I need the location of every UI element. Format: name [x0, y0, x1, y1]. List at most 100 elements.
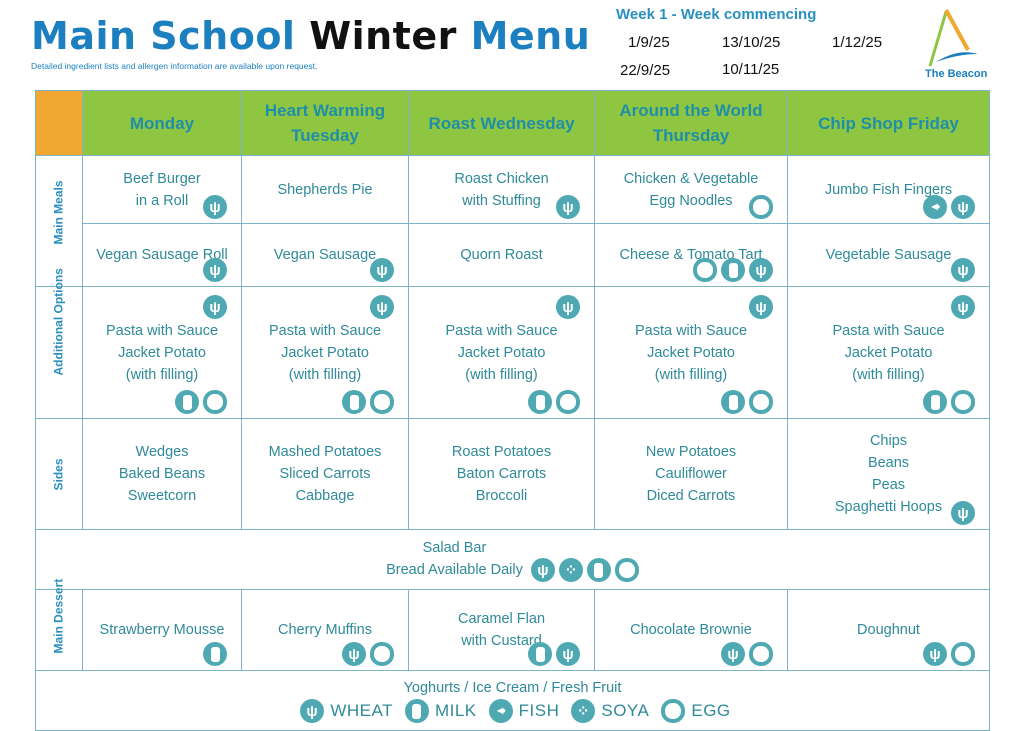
salad-row: Salad Bar Bread Available Daily	[35, 529, 990, 590]
menu-item: Pasta with Sauce	[634, 322, 748, 339]
allergen-icons	[203, 642, 227, 666]
menu-item: Strawberry Mousse	[99, 622, 225, 638]
menu-cell: Roast Chicken with Stuffing	[408, 155, 595, 224]
wheat-icon	[721, 642, 745, 666]
wheat-icon	[370, 295, 394, 319]
menu-item: Vegan Sausage	[273, 247, 377, 263]
menu-cell: Pasta with Sauce Jacket Potato (with filli…	[82, 286, 242, 419]
wheat-icon	[370, 258, 394, 282]
menu-item: Peas	[871, 477, 906, 493]
menu-cell: Beef Burger in a Roll	[82, 155, 242, 224]
allergen-icons	[203, 195, 227, 219]
menu-row: Vegan Sausage Roll Vegan Sausage Quorn Roa…	[36, 223, 990, 287]
allergen-icons	[528, 642, 580, 666]
menu-item: Caramel Flan	[457, 611, 546, 627]
menu-cell: Cheese & Tomato Tart	[594, 223, 788, 287]
menu-item: Jacket Potato	[647, 344, 735, 361]
menu-item: Baked Beans	[118, 466, 206, 482]
day-label: Chip Shop Friday	[818, 113, 959, 133]
allergen-icons	[530, 558, 639, 583]
menu-cell: Mashed Potatoes Sliced Carrots Cabbage	[241, 418, 409, 530]
day-label: Around the World Thursday	[619, 101, 763, 145]
menu-item: Jacket Potato	[457, 344, 546, 361]
allergen-icons	[175, 390, 227, 414]
day-header: Heart Warming Tuesday	[241, 90, 409, 156]
date: 1/9/25	[628, 34, 670, 51]
legend-label: FISH	[518, 701, 560, 720]
menu-item: (with filling)	[654, 366, 728, 383]
menu-item: Quorn Roast	[460, 247, 543, 263]
legend-label: EGG	[691, 701, 731, 720]
wheat-icon	[556, 195, 580, 219]
menu-item: Cabbage	[295, 488, 355, 504]
menu-item: Jumbo Fish Fingers	[824, 181, 953, 198]
date: 13/10/25	[722, 34, 781, 51]
menu-cell: Pasta with Sauce Jacket Potato (with filli…	[787, 286, 990, 419]
menu-item: Sweetcorn	[127, 488, 197, 504]
menu-item: Chips	[869, 433, 908, 449]
salad-line: Bread Available Daily	[386, 561, 523, 578]
menu-item: Shepherds Pie	[277, 181, 373, 198]
menu-cell: Vegetable Sausage	[787, 223, 990, 287]
page-title: Main School Winter Menu	[31, 14, 590, 58]
wheat-icon	[951, 258, 975, 282]
menu-cell: Chips Beans Peas Spaghetti Hoops	[787, 418, 990, 530]
wheat-icon	[203, 258, 227, 282]
allergen-icons	[721, 390, 773, 414]
egg-icon	[951, 390, 975, 414]
soya-icon	[571, 699, 596, 723]
row-label-text: Main Dessert	[51, 578, 66, 653]
title-part: Main School	[31, 14, 296, 58]
corner-cell	[35, 90, 83, 156]
allergen-icons	[342, 642, 394, 666]
egg-icon	[951, 642, 975, 666]
menu-cell: Strawberry Mousse	[82, 589, 242, 671]
menu-item: Spaghetti Hoops	[834, 499, 943, 515]
menu-cell: Chocolate Brownie	[594, 589, 788, 671]
menu-cell: Roast Potatoes Baton Carrots Broccoli	[408, 418, 595, 530]
menu-item: Roast Chicken	[454, 170, 549, 187]
milk-icon	[721, 390, 745, 414]
menu-item: New Potatoes	[645, 444, 737, 460]
day-label: Roast Wednesday	[428, 113, 575, 133]
wheat-icon	[749, 258, 773, 282]
allergen-icons	[370, 258, 394, 282]
menu-item: Chicken & Vegetable	[623, 170, 759, 187]
menu-item: Pasta with Sauce	[832, 322, 945, 339]
menu-item: in a Roll	[135, 192, 189, 209]
allergen-icons	[370, 295, 394, 319]
egg-icon	[370, 642, 394, 666]
wheat-icon	[951, 295, 975, 319]
day-header: Monday	[82, 90, 242, 156]
wheat-icon	[556, 295, 580, 319]
title-part: Menu	[470, 14, 591, 58]
salad-cell: Salad Bar Bread Available Daily	[35, 529, 990, 590]
day-header: Chip Shop Friday	[787, 90, 990, 156]
menu-item: Chocolate Brownie	[630, 622, 752, 638]
day-header: Around the World Thursday	[594, 90, 788, 156]
menu-item: with Custard	[461, 633, 542, 649]
day-header: Roast Wednesday	[408, 90, 595, 156]
menu-cell: Chicken & Vegetable Egg Noodles	[594, 155, 788, 224]
allergen-icons	[951, 258, 975, 282]
fish-icon	[923, 195, 947, 219]
logo-text: The Beacon	[925, 68, 988, 80]
menu-item: (with filling)	[465, 366, 538, 383]
egg-icon	[749, 195, 773, 219]
beacon-logo	[928, 9, 978, 67]
menu-row: Additional Options Pasta with Sauce Jacket…	[35, 268, 990, 419]
menu-cell: Pasta with Sauce Jacket Potato (with filli…	[594, 286, 788, 419]
subtitle: Detailed ingredient lists and allergen i…	[31, 61, 318, 71]
menu-row: Sides Wedges Baked Beans Sweetcorn Mashed Po…	[35, 418, 990, 530]
menu-item: Vegan Sausage Roll	[96, 247, 228, 263]
egg-icon	[749, 642, 773, 666]
wheat-icon	[923, 642, 947, 666]
wheat-icon	[342, 642, 366, 666]
allergen-icons	[556, 295, 580, 319]
egg-icon	[203, 390, 227, 414]
egg-icon	[556, 390, 580, 414]
menu-cell: Quorn Roast	[408, 223, 595, 287]
wheat-icon	[951, 195, 975, 219]
soya-icon	[558, 558, 583, 583]
allergen-icons	[721, 642, 773, 666]
